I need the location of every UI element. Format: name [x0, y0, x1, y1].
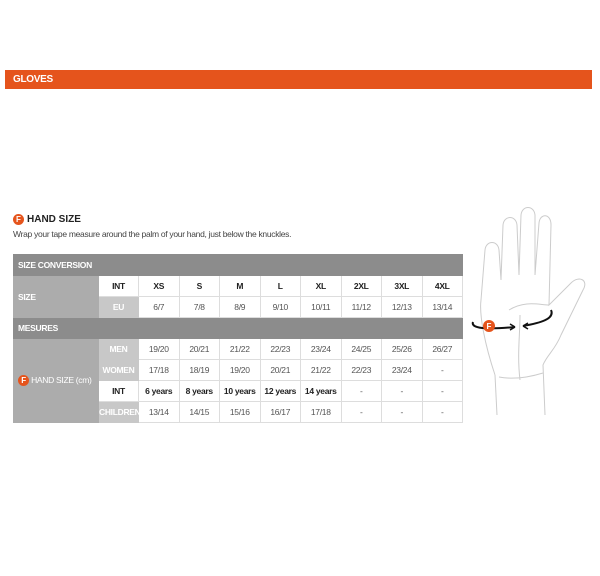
cell: 15/16	[219, 401, 261, 423]
cell: 20/21	[259, 359, 301, 381]
cell: 3XL	[381, 275, 423, 297]
cell: 13/14	[421, 296, 463, 318]
cell: -	[421, 359, 463, 381]
cell: 10/11	[300, 296, 342, 318]
cell: -	[340, 380, 382, 402]
cell: 19/20	[138, 338, 180, 360]
cell: S	[178, 275, 220, 297]
cell: 8/9	[219, 296, 261, 318]
cell: -	[421, 380, 463, 402]
cell: 12/13	[381, 296, 423, 318]
cell: XL	[300, 275, 342, 297]
hand-size-description: Wrap your tape measure around the palm o…	[13, 229, 292, 239]
cell: 17/18	[300, 401, 342, 423]
cell: 26/27	[421, 338, 463, 360]
eu-label: EU	[98, 296, 139, 318]
hand-size-label: F HAND SIZE (cm)	[13, 338, 99, 423]
cell: 24/25	[340, 338, 382, 360]
f-badge-icon: F	[13, 214, 24, 225]
cell: -	[421, 401, 463, 423]
cell: 14/15	[178, 401, 220, 423]
f-badge-icon	[483, 320, 495, 332]
table-row-children-int: INT 6 years 8 years 10 years 12 years 14…	[14, 380, 463, 402]
cell: 23/24	[381, 359, 423, 381]
f-badge-icon: F	[18, 375, 29, 387]
size-chart-table: SIZE CONVERSION SIZE INT XS S M L XL 2XL…	[13, 254, 463, 423]
cell: 21/22	[300, 359, 342, 381]
cell: 10 years	[219, 380, 261, 402]
cell: XS	[138, 275, 180, 297]
children-int-label: INT	[98, 380, 139, 402]
measures-header: MESURES	[13, 317, 463, 339]
cell: M	[219, 275, 261, 297]
table-row-women: WOMEN 17/18 18/19 19/20 20/21 21/22 22/2…	[14, 359, 463, 381]
cell: 11/12	[340, 296, 382, 318]
cell: L	[259, 275, 301, 297]
hand-measure-icon: F	[471, 207, 586, 416]
cell: 4XL	[421, 275, 463, 297]
cell: 18/19	[178, 359, 220, 381]
cell: 22/23	[340, 359, 382, 381]
cell: 13/14	[138, 401, 180, 423]
cell: 7/8	[178, 296, 220, 318]
int-label: INT	[98, 275, 139, 297]
cell: 9/10	[259, 296, 301, 318]
cell: 19/20	[219, 359, 261, 381]
hand-size-heading: F HAND SIZE	[13, 214, 81, 225]
women-label: WOMEN	[98, 359, 139, 381]
table-row-men: F HAND SIZE (cm) MEN 19/20 20/21 21/22 2…	[13, 338, 463, 423]
size-label: SIZE	[13, 275, 99, 318]
cell: 22/23	[259, 338, 301, 360]
gloves-header-bar: GLOVES	[5, 70, 592, 89]
cell: 6 years	[138, 380, 180, 402]
table-row-int: SIZE INT XS S M L XL 2XL 3XL 4XL	[13, 275, 463, 318]
cell: 2XL	[340, 275, 382, 297]
cell: 20/21	[178, 338, 220, 360]
cell: -	[340, 401, 382, 423]
cell: -	[381, 380, 423, 402]
hand-size-title: HAND SIZE	[27, 214, 81, 226]
cell: 25/26	[381, 338, 423, 360]
gloves-title: GLOVES	[13, 74, 53, 85]
cell: 16/17	[259, 401, 301, 423]
size-conversion-header: SIZE CONVERSION	[13, 254, 463, 276]
f-badge-text: F	[487, 322, 492, 331]
children-label: CHILDREN	[98, 401, 141, 423]
cell: 17/18	[138, 359, 180, 381]
table-row-children: CHILDREN 13/14 14/15 15/16 16/17 17/18 -…	[14, 401, 463, 423]
cell: 6/7	[138, 296, 180, 318]
cell: 14 years	[300, 380, 342, 402]
men-label: MEN	[98, 338, 139, 360]
cell: 21/22	[219, 338, 261, 360]
cell: 23/24	[300, 338, 342, 360]
hand-size-label-text: HAND SIZE (cm)	[31, 374, 92, 385]
cell: 8 years	[178, 380, 220, 402]
cell: -	[381, 401, 423, 423]
cell: 12 years	[259, 380, 301, 402]
